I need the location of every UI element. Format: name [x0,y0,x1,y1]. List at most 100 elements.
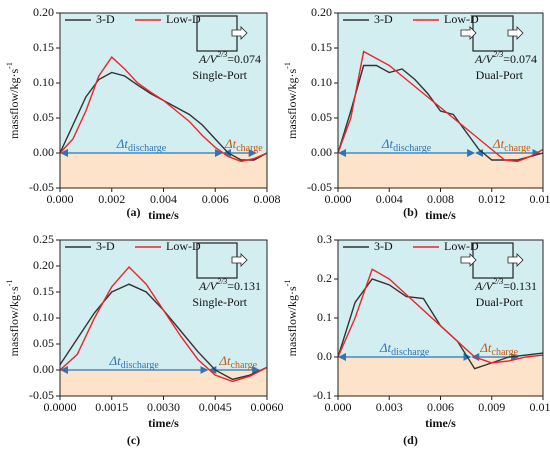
series-line [59,56,268,163]
y-axis-title: massflow/kg·s-1 [283,62,299,139]
x-tick-label: 0.000 [325,400,352,414]
x-tick-label: 0.006 [202,192,229,206]
x-tick-label: 0.004 [150,192,177,206]
legend-label: Low-D [166,12,201,26]
ratio-value: =0.131 [227,279,261,293]
y-tick-label: 0.20 [33,258,54,272]
x-tick-label: 0.000 [47,192,74,206]
y-axis-title-exp: -1 [5,62,14,69]
interval-label: Δtdischarge [108,353,159,371]
port-arrow [507,26,524,40]
y-axis-title-main: massflow/kg·s [7,69,21,139]
y-axis-title-main: massflow/kg·s [285,69,299,139]
y-tick-label: 0.1 [317,310,332,324]
caption: (b) [403,205,418,219]
interval-label: Δtcharge [479,340,518,358]
x-tick-label: 0.012 [530,400,550,414]
caption: (d) [403,433,418,447]
port-label: Single-Port [192,295,247,309]
ratio-exp: 2/3 [493,50,503,59]
y-tick-label: 0.00 [33,145,54,159]
port-arrow [231,26,248,40]
legend-label: 3-D [96,12,115,26]
y-tick-label: -0.05 [29,388,54,402]
port-arrow [460,253,477,267]
plot-frame [337,12,544,189]
x-tick-label: 0.0015 [95,400,128,414]
y-tick-label: 0.00 [33,362,54,376]
delta-symbol: Δt [218,353,231,368]
ratio-label: A/V2/3=0.131 [198,277,261,293]
plot-frame [59,239,268,397]
interval-label: Δtdischarge [379,340,430,358]
y-tick-label: 0.05 [33,336,54,350]
y-axis-title: massflow/kg·s-1 [5,62,21,139]
y-tick-label: 0.20 [33,5,54,19]
ratio-exp: 2/3 [217,277,227,286]
x-axis-title: time/s [425,416,456,430]
x-tick-label: 0.008 [427,192,454,206]
x-tick-label: 0.009 [478,400,505,414]
legend-label: 3-D [374,12,393,26]
negative-region [338,357,543,396]
y-tick-label: 0.10 [33,75,54,89]
x-tick-label: 0.0030 [147,400,180,414]
delta-symbol: Δt [379,340,392,355]
y-axis-title-main: massflow/kg·s [285,286,299,356]
caption: (c) [127,433,140,447]
ratio-label: A/V2/3=0.074 [474,50,537,66]
y-tick-label: 0.20 [311,5,332,19]
y-tick-label: 0.00 [311,145,332,159]
x-tick-label: 0.006 [427,400,454,414]
plot-frame [337,239,544,397]
series-line [337,50,544,163]
y-axis-title: massflow/kg·s-1 [283,280,299,357]
interval-subscript: discharge [393,143,432,154]
y-tick-label: 0.15 [33,40,54,54]
negative-region [60,153,267,188]
x-tick-label: 0.002 [98,192,125,206]
ratio-prefix: A/V [198,52,219,66]
ratio-value: =0.131 [503,279,537,293]
ratio-label: A/V2/3=0.131 [474,277,537,293]
x-tick-label: 0.0045 [199,400,232,414]
port-label: Dual-Port [476,68,524,82]
interval-label: Δtcharge [224,136,263,154]
legend-label: Low-D [166,239,201,253]
port-arrow [507,253,524,267]
ratio-exp: 2/3 [217,50,227,59]
y-axis-title-exp: -1 [5,280,14,287]
delta-symbol: Δt [479,340,492,355]
x-tick-label: 0.0000 [44,400,77,414]
port-arrow [460,26,477,40]
y-tick-label: 0.05 [33,110,54,124]
port-label: Single-Port [192,68,247,82]
port-label: Dual-Port [476,295,524,309]
legend-label: Low-D [444,12,479,26]
legend-label: Low-D [444,239,479,253]
ratio-value: =0.074 [227,52,261,66]
plot-frame [59,12,268,189]
series-line [59,266,268,383]
delta-symbol: Δt [224,136,237,151]
interval-subscript: charge [492,347,519,358]
port-arrow [231,253,248,267]
y-axis-title-main: massflow/kg·s [7,286,21,356]
x-axis-title: time/s [148,416,179,430]
y-axis-title-exp: -1 [283,62,292,69]
y-tick-label: 0.05 [311,110,332,124]
delta-symbol: Δt [108,353,121,368]
ratio-value: =0.074 [503,52,537,66]
x-tick-label: 0.008 [254,192,281,206]
interval-label: Δtdischarge [116,136,167,154]
x-axis-title: time/s [148,208,179,222]
y-tick-label: -0.1 [313,388,332,402]
ratio-exp: 2/3 [493,277,503,286]
y-tick-label: -0.05 [29,180,54,194]
caption: (a) [127,205,141,219]
interval-subscript: discharge [128,143,167,154]
x-tick-label: 0.004 [376,192,403,206]
series-line [337,268,544,364]
ratio-prefix: A/V [198,279,219,293]
